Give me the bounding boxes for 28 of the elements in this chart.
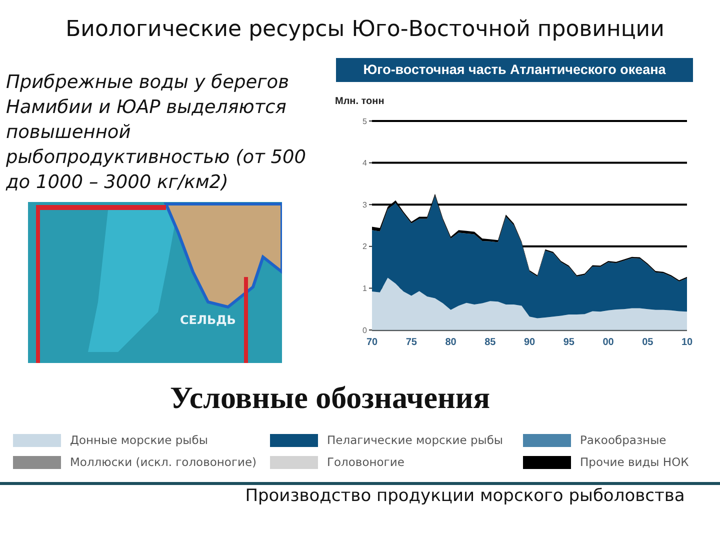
y-tick-label: 3 (362, 200, 368, 210)
y-axis-title: Млн. тонн (335, 96, 384, 107)
x-tick-label: 70 (366, 337, 378, 348)
chart-title: Биологические ресурсы Юго-Восточной провинции (64, 17, 666, 42)
legend-label: Прочие виды НОК (580, 455, 689, 469)
x-tick-label: 90 (524, 337, 536, 348)
x-tick-label: 05 (642, 337, 654, 348)
text: СЕЛЬДЬ (180, 313, 236, 327)
legend-label: Ракообразные (580, 433, 666, 447)
legend-label: Донные морские рыбы (70, 433, 208, 447)
text: Прибрежные воды у берегов Намибии и ЮАР выделяются повышенной рыбопродуктивностью (от 500 до 1000 – 3000 кг/км2) (6, 71, 308, 195)
x-tick-label: 10 (681, 337, 693, 348)
y-tick-label: 2 (362, 242, 368, 252)
x-tick-label: 95 (563, 337, 575, 348)
x-tick-label: 75 (406, 337, 418, 348)
legend-label: Пелагические морские рыбы (327, 433, 504, 447)
chart-subtitle: Юго-восточная часть Атлантического океана (336, 58, 693, 82)
legend-label: Головоногие (327, 455, 404, 469)
text: Производство продукции морского рыболовства (244, 486, 686, 506)
legend-label: Моллюски (искл. головоногие) (70, 455, 257, 469)
y-tick-label: 5 (362, 116, 368, 126)
y-tick-label: 4 (362, 158, 368, 168)
x-tick-label: 00 (602, 337, 614, 348)
y-tick-label: 0 (362, 326, 368, 335)
x-tick-label: 85 (484, 337, 496, 348)
legend-title: Условные обозначения (168, 380, 491, 416)
x-tick-label: 80 (445, 337, 457, 348)
y-tick-label: 1 (362, 284, 368, 294)
